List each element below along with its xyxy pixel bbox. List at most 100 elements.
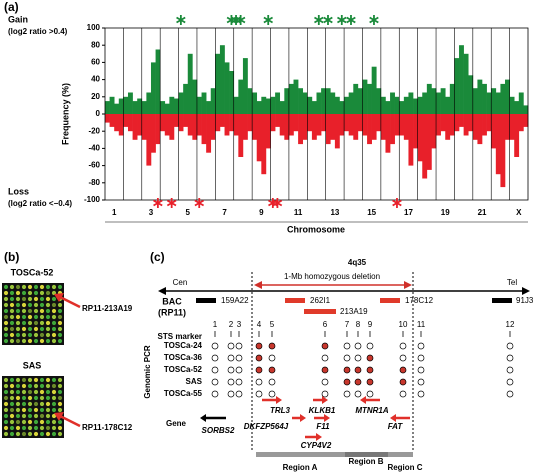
bar: [376, 114, 382, 132]
array-spot: [21, 419, 27, 425]
bar: [201, 114, 207, 145]
bar: [330, 114, 336, 140]
bac-bar: [380, 298, 400, 303]
array-spot: [57, 425, 63, 431]
pcr-result: [506, 378, 514, 386]
bar: [238, 114, 244, 157]
bar: [417, 114, 423, 162]
bar: [261, 114, 267, 175]
array-spot: [57, 407, 63, 413]
bar: [505, 114, 510, 140]
array-spot: [39, 302, 45, 308]
gene-name: DKFZP564J: [244, 422, 289, 431]
gene-name: KLKB1: [309, 406, 336, 415]
array-spot: [51, 413, 57, 419]
array-spot: [57, 302, 63, 308]
bar: [256, 114, 262, 162]
gene-name: SORBS2: [202, 426, 235, 435]
array-spot: [9, 431, 15, 437]
array-spot: [33, 431, 39, 437]
bar: [311, 101, 317, 114]
array-spot: [9, 395, 15, 401]
bac-bar: [492, 298, 512, 303]
bar: [150, 114, 156, 153]
significance-star: [323, 15, 333, 25]
array-spot: [9, 425, 15, 431]
pcr-result: [366, 390, 374, 398]
tel-label: Tel: [507, 278, 517, 287]
marker-number: 8: [356, 320, 361, 329]
bac-name: 91J3: [516, 296, 534, 305]
pointer-arrow: [59, 414, 81, 428]
bar: [449, 83, 455, 114]
array-spot: [39, 377, 45, 383]
gene-name: MTNR1A: [355, 406, 389, 415]
array-spot: [15, 296, 21, 302]
array-spot: [9, 308, 15, 314]
bar: [196, 96, 202, 114]
array-spot: [45, 377, 51, 383]
array-spot: [21, 425, 27, 431]
array-spot: [9, 296, 15, 302]
array-spot: [27, 296, 33, 302]
bar: [431, 114, 437, 149]
bar: [288, 114, 294, 136]
significance-star: [194, 198, 205, 208]
bar: [518, 114, 524, 132]
bar: [141, 101, 147, 114]
bar: [459, 114, 464, 127]
region-bar: [345, 452, 388, 457]
bar: [495, 92, 501, 114]
pcr-result: [506, 342, 514, 350]
array-spot: [57, 320, 63, 326]
bac-bar: [304, 309, 336, 314]
arrow-head: [522, 287, 530, 295]
marker-number: 6: [323, 320, 328, 329]
pcr-result: [366, 378, 374, 386]
array-spot: [27, 431, 33, 437]
array-spot: [51, 302, 57, 308]
array-spot: [45, 302, 51, 308]
bar: [477, 114, 483, 145]
array-spot: [15, 395, 21, 401]
bar: [265, 98, 271, 114]
locus: 4q35: [348, 258, 367, 267]
pcr-result: [354, 390, 362, 398]
array-spot: [45, 314, 51, 320]
bar: [436, 92, 441, 114]
pcr-result: [417, 342, 425, 350]
bar: [164, 114, 170, 136]
arrow-head: [158, 287, 166, 295]
array-spot: [21, 431, 27, 437]
array-spot: [51, 296, 57, 302]
bar: [486, 114, 492, 132]
bar: [279, 114, 285, 136]
y-axis-label: Frequency (%): [60, 83, 70, 145]
bar: [114, 114, 120, 132]
array-spot: [51, 338, 57, 344]
array-spot: [21, 296, 27, 302]
array-spot: [57, 431, 63, 437]
array-spot: [3, 419, 9, 425]
array-spot: [3, 395, 9, 401]
array-spot: [15, 332, 21, 338]
bar: [114, 103, 120, 114]
y-tick-label: -40: [88, 144, 100, 153]
bar: [399, 101, 405, 114]
pcr-result: [417, 378, 425, 386]
bar: [371, 114, 377, 140]
bar: [523, 114, 529, 127]
array-spot: [9, 389, 15, 395]
marker-number: 2: [229, 320, 234, 329]
array-spot: [45, 407, 51, 413]
x-tick-label: 7: [222, 208, 227, 217]
y-tick-label: 100: [87, 23, 101, 32]
array-spot: [33, 395, 39, 401]
bar: [270, 96, 276, 114]
pcr-result: [227, 354, 235, 362]
bar: [146, 92, 152, 114]
bar: [426, 114, 432, 170]
array-spot: [33, 284, 39, 290]
marker-number: 10: [399, 320, 408, 329]
y-tick-label: 0: [96, 109, 101, 118]
